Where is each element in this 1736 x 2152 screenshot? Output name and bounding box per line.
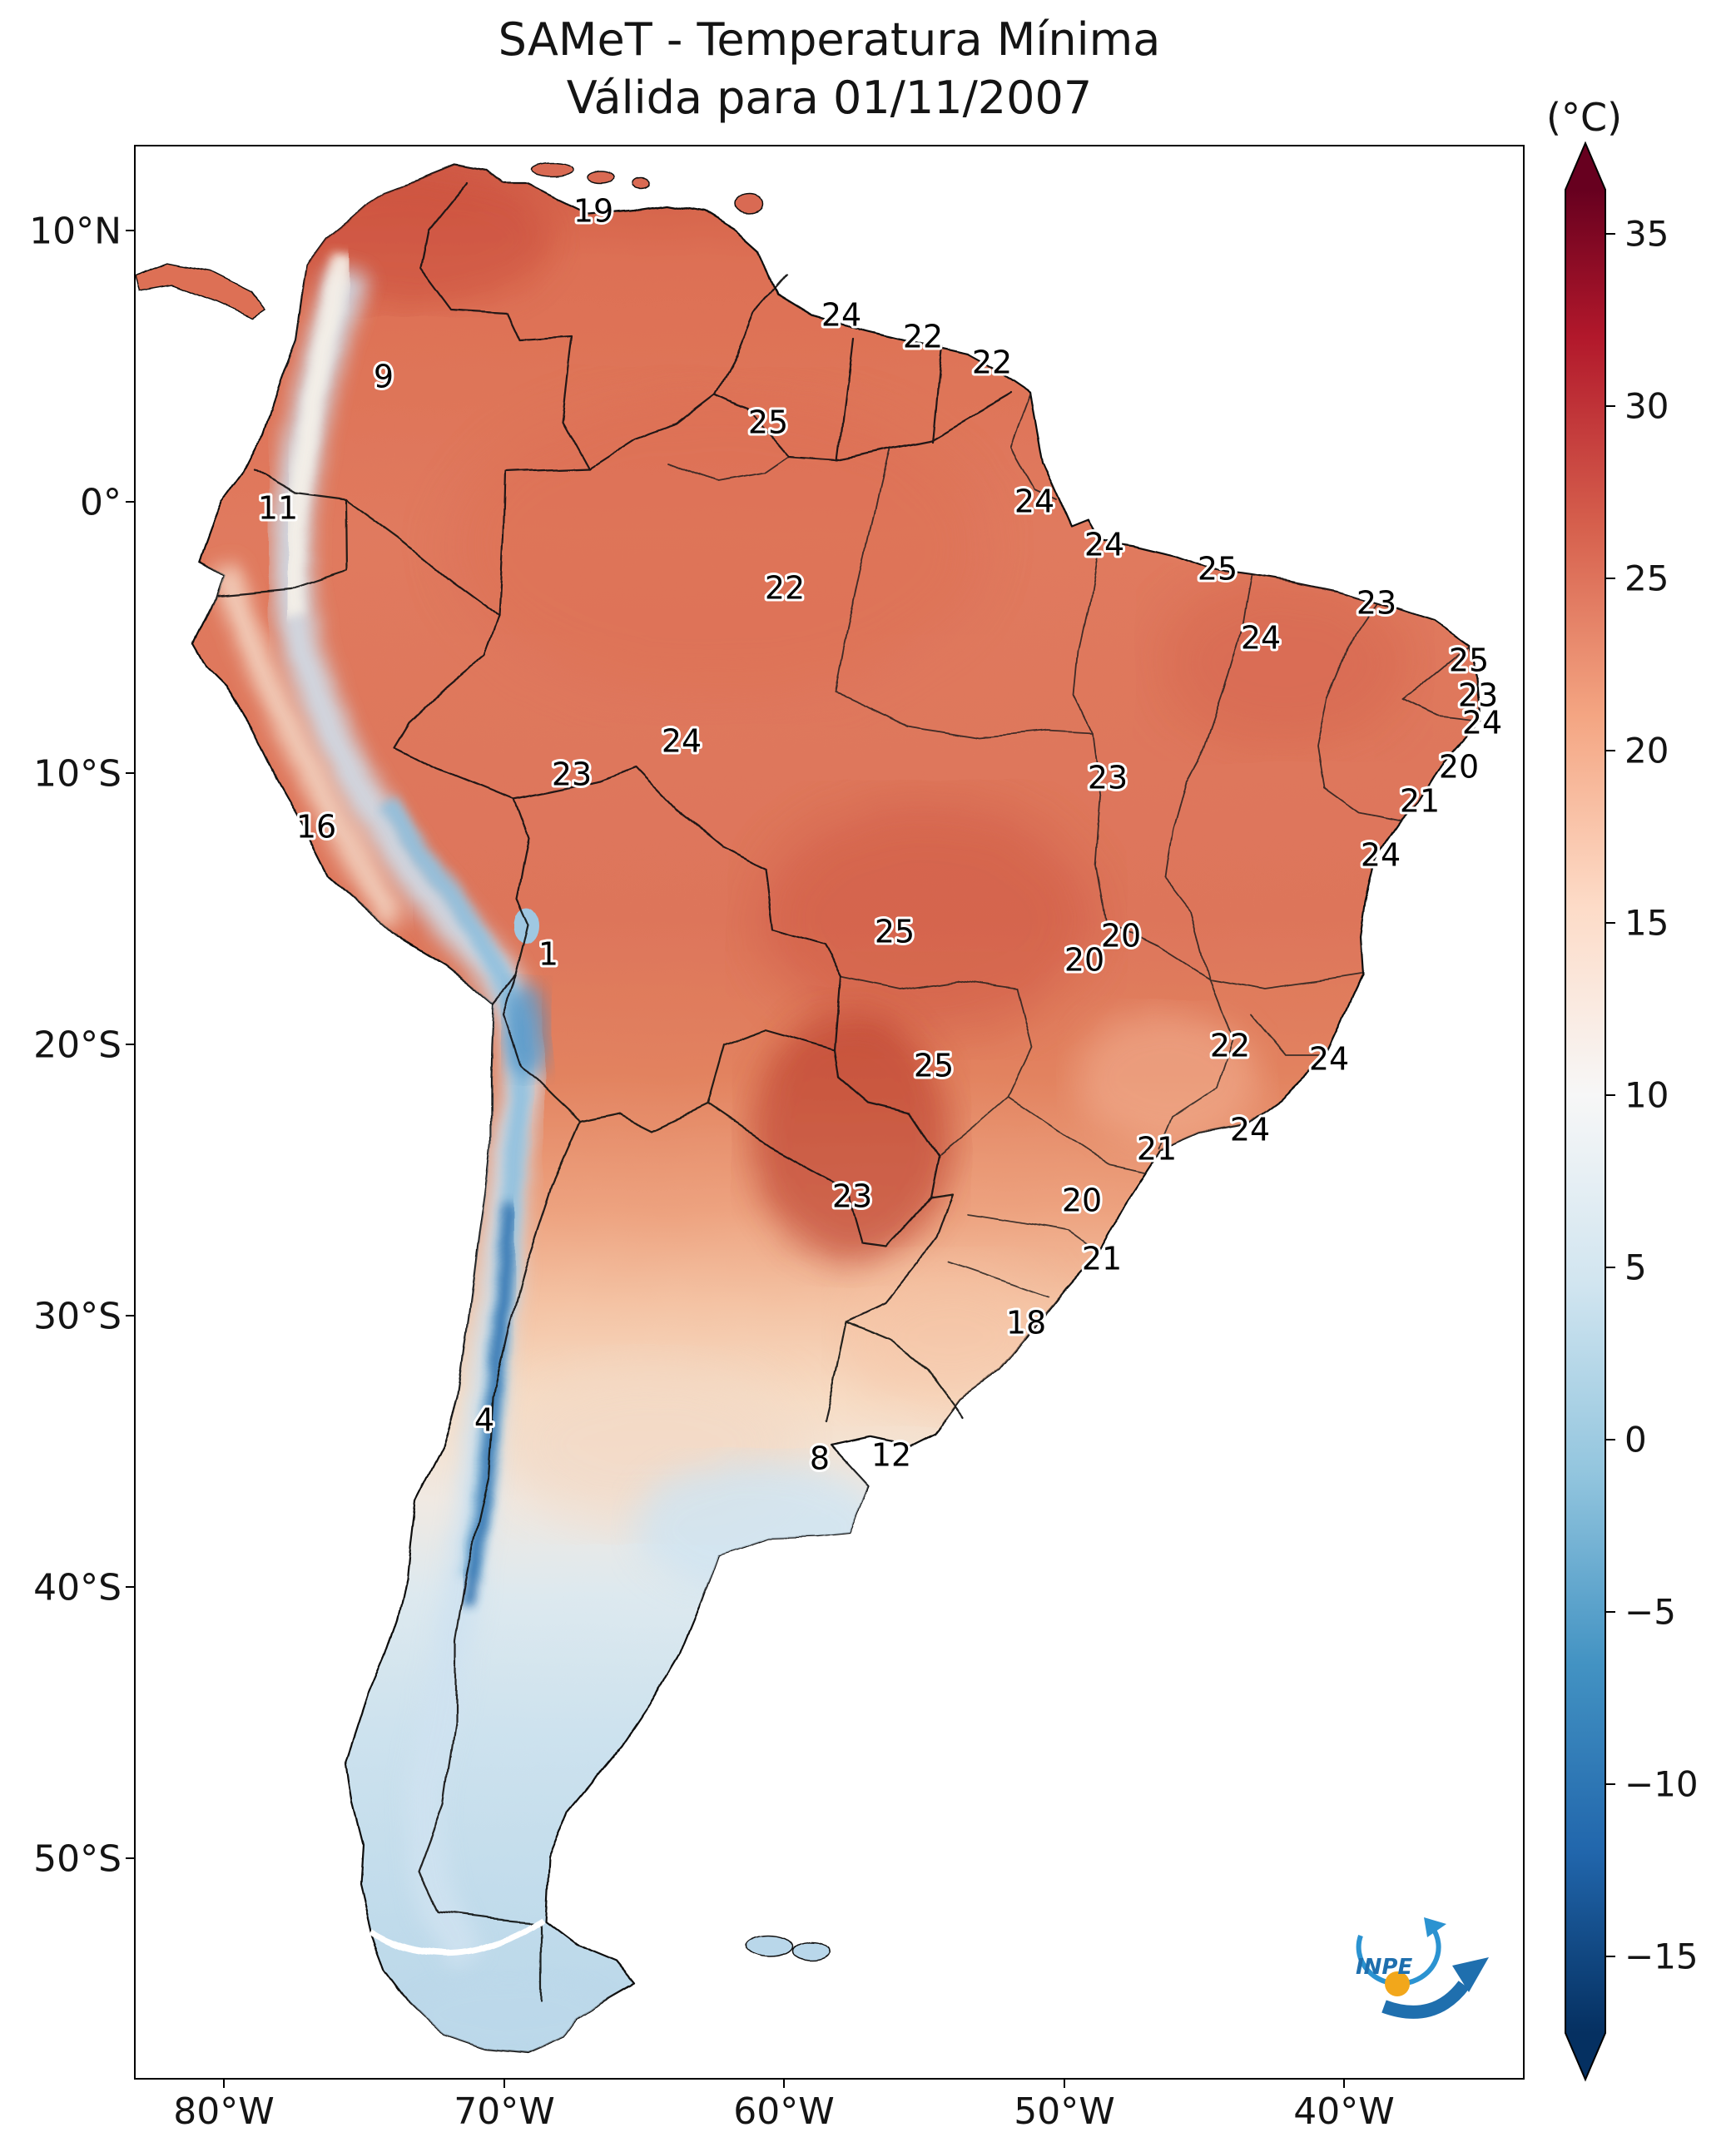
station-temperature-label: 18: [1006, 1304, 1046, 1341]
colorbar-arrow-bottom: [1565, 2033, 1605, 2080]
temperature-shading: [211, 171, 1409, 2052]
inpe-orange-dot-icon: [1385, 1971, 1410, 1996]
colorbar-tick-label: 35: [1624, 214, 1669, 255]
station-temperature-label: 22: [1210, 1027, 1250, 1064]
station-temperature-label: 20: [1439, 748, 1479, 785]
station-temperature-label: 23: [552, 756, 592, 792]
station-temperature-label: 1: [538, 935, 558, 972]
colorbar-tick-label: 15: [1624, 903, 1669, 944]
station-temperature-label: 4: [474, 1401, 494, 1438]
map-subtitle: Válida para 01/11/2007: [566, 72, 1093, 124]
state-borders: [667, 395, 1481, 1297]
lat-tick-label: 50°S: [33, 1837, 122, 1880]
lon-tick-label: 80°W: [173, 2090, 275, 2133]
lat-tick-label: 30°S: [33, 1295, 122, 1337]
lat-tick-label: 0°: [80, 481, 122, 523]
station-temperature-label: 25: [875, 913, 915, 950]
country-borders: [216, 181, 1012, 2004]
station-temperature-label: 23: [1458, 677, 1498, 713]
station-temperature-label: 25: [1449, 642, 1489, 678]
inpe-logo: INPE: [1356, 1917, 1489, 2019]
station-temperature-label: 24: [662, 722, 702, 759]
station-temperature-label: 25: [1198, 550, 1238, 587]
colorbar: 35 30 25 20 15 10 5 0 −5 −10 −15: [1563, 141, 1736, 2089]
falkland-island-west: [746, 1934, 794, 1957]
station-temperature-label: 23: [1088, 759, 1128, 796]
station-temperature-label: 24: [1084, 526, 1124, 563]
inpe-swoosh-arrow-icon: [1381, 1980, 1470, 2019]
station-temperature-label: 22: [765, 569, 805, 606]
lon-tick-label: 60°W: [733, 2090, 835, 2133]
inpe-logo-text: INPE: [1356, 1955, 1412, 1980]
station-temperature-label: 21: [1082, 1240, 1122, 1277]
station-temperature-label: 21: [1137, 1130, 1177, 1167]
magellan-strait: [370, 1916, 545, 1957]
station-temperature-label: 24: [1014, 483, 1054, 519]
station-temperature-label: 23: [1357, 584, 1396, 621]
station-temperature-label: 25: [914, 1047, 954, 1083]
colorbar-ticks: 35 30 25 20 15 10 5 0 −5 −10 −15: [1605, 214, 1699, 1977]
station-temperature-label: 11: [258, 489, 298, 526]
station-temperature-label: 24: [1241, 619, 1281, 656]
inpe-orbit-arrowhead-icon: [1424, 1917, 1446, 1937]
lon-tick-label: 50°W: [1014, 2090, 1115, 2133]
colorbar-tick-label: 20: [1624, 731, 1669, 771]
land-and-borders-layer: [136, 162, 1482, 2054]
trinidad-island: [736, 195, 764, 215]
colorbar-tick-label: 10: [1624, 1075, 1669, 1116]
station-temperature-label: 20: [1062, 1182, 1102, 1218]
station-temperature-label: 22: [972, 344, 1012, 380]
station-temperature-label: 21: [1400, 782, 1440, 819]
station-temperature-label: 24: [1462, 704, 1502, 741]
colorbar-outline: [1565, 141, 1606, 2082]
panama-isthmus: [136, 262, 266, 318]
colorbar-gradient-body: [1565, 190, 1605, 2033]
station-temperature-label: 25: [748, 404, 788, 440]
lake-titicaca: [514, 906, 539, 943]
colorbar-arrow-top: [1565, 143, 1605, 190]
islands: [136, 162, 831, 1961]
station-temperature-label: 9: [374, 358, 394, 394]
station-temperature-label: 12: [871, 1436, 911, 1473]
station-temperature-label: 23: [832, 1178, 872, 1214]
colorbar-unit-label: (°C): [1546, 95, 1623, 140]
falkland-island-east: [792, 1941, 831, 1961]
station-temperature-label: 20: [1101, 917, 1141, 954]
map-plot-area: 19 24 22 22 25 9 11 24 24 25 23 24 25 23 24 22 24 23 20 21 2…: [134, 145, 1525, 2080]
station-temperature-label: 24: [1230, 1111, 1270, 1148]
lat-tick-label: 40°S: [33, 1566, 122, 1609]
station-temperature-label: 19: [573, 192, 613, 229]
station-temperature-label: 20: [1064, 941, 1104, 978]
colorbar-tick-label: −15: [1624, 1936, 1699, 1977]
station-temperature-label: 24: [821, 296, 861, 333]
lat-tick-label: 10°N: [29, 210, 122, 252]
station-temperature-label: 24: [1309, 1040, 1349, 1077]
map-title: SAMeT - Temperatura Mínima: [498, 13, 1161, 66]
colorbar-tick-label: 30: [1624, 386, 1669, 427]
lon-tick-label: 70°W: [454, 2090, 555, 2133]
inpe-swoosh-arrowhead-icon: [1452, 1957, 1489, 1992]
colorbar-canvas: 35 30 25 20 15 10 5 0 −5 −10 −15: [1565, 141, 1699, 2082]
lat-tick-label: 20°S: [33, 1024, 122, 1066]
colorbar-tick-label: 0: [1624, 1420, 1647, 1460]
station-temperature-label: 16: [296, 808, 336, 845]
colorbar-tick-label: −5: [1624, 1592, 1676, 1633]
colorbar-tick-label: 25: [1624, 558, 1669, 599]
colorbar-tick-label: 5: [1624, 1247, 1647, 1288]
colorbar-tick-label: −10: [1624, 1764, 1699, 1805]
lon-tick-label: 40°W: [1293, 2090, 1395, 2133]
station-temperature-label: 22: [903, 318, 943, 355]
station-temperature-label: 8: [810, 1440, 830, 1476]
lat-tick-label: 10°S: [33, 752, 122, 795]
station-temperature-label: 24: [1361, 836, 1401, 873]
